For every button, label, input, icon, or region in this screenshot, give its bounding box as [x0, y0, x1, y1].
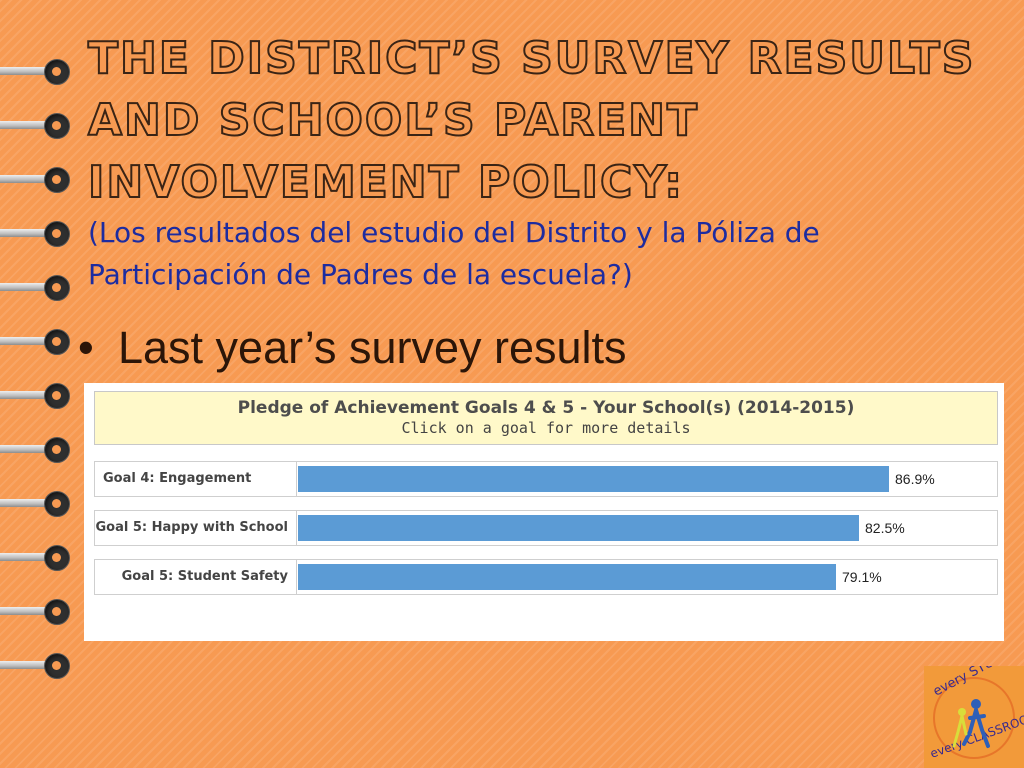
binding-ring — [0, 112, 72, 139]
goal-bar[interactable] — [298, 564, 836, 590]
goal-label[interactable]: Goal 5: Student Safety — [95, 560, 297, 594]
goal-bar[interactable] — [298, 466, 889, 492]
binding-ring — [0, 382, 72, 409]
slide-title: THE DISTRICT’S SURVEY RESULTS AND SCHOOL… — [87, 32, 976, 209]
goal-value-label: 79.1% — [842, 569, 882, 585]
binding-ring — [0, 598, 72, 625]
binding-ring — [0, 58, 72, 85]
binding-ring — [0, 166, 72, 193]
chart-subtitle: Click on a goal for more details — [401, 419, 691, 437]
goal-row[interactable]: Goal 5: Student Safety 79.1% — [94, 559, 998, 595]
logo-graphic: every STUDENT every CLASSROOM — [924, 666, 1024, 768]
goal-value-label: 82.5% — [865, 520, 905, 536]
goal-label[interactable]: Goal 5: Happy with School — [95, 511, 297, 545]
chart-header: Pledge of Achievement Goals 4 & 5 - Your… — [94, 391, 998, 445]
binding-ring — [0, 436, 72, 463]
bar-track: 86.9% — [298, 466, 978, 492]
bullet-icon: • — [78, 322, 94, 373]
binding-ring — [0, 274, 72, 301]
chart-bars: Goal 4: Engagement 86.9% Goal 5: Happy wit… — [94, 461, 998, 608]
bullet-text: Last year’s survey results — [118, 322, 627, 373]
bar-track: 82.5% — [298, 515, 978, 541]
binding-ring — [0, 490, 72, 517]
every-student-every-classroom-logo: every STUDENT every CLASSROOM — [924, 666, 1024, 768]
bar-track: 79.1% — [298, 564, 978, 590]
chart-title: Pledge of Achievement Goals 4 & 5 - Your… — [237, 398, 855, 418]
goal-label[interactable]: Goal 4: Engagement — [95, 462, 297, 496]
slide-subtitle: (Los resultados del estudio del Distrito… — [88, 216, 820, 291]
bullet-point: • Last year’s survey results — [78, 322, 627, 374]
chart-panel: Pledge of Achievement Goals 4 & 5 - Your… — [84, 383, 1004, 641]
binding-ring — [0, 652, 72, 679]
spiral-binding — [0, 0, 80, 768]
goal-row[interactable]: Goal 5: Happy with School 82.5% — [94, 510, 998, 546]
binding-ring — [0, 328, 72, 355]
goal-value-label: 86.9% — [895, 471, 935, 487]
binding-ring — [0, 220, 72, 247]
binding-ring — [0, 544, 72, 571]
goal-bar[interactable] — [298, 515, 859, 541]
goal-row[interactable]: Goal 4: Engagement 86.9% — [94, 461, 998, 497]
